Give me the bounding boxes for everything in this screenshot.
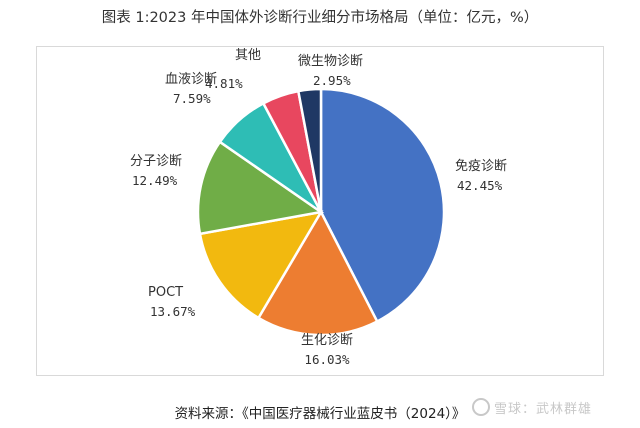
pie-slice-3 <box>196 140 325 236</box>
slice-label-name-6: 微生物诊断 <box>298 54 363 69</box>
slice-label-value-0: 42.45% <box>457 178 503 193</box>
pie-slice-1 <box>256 209 379 337</box>
pie-slice-2 <box>198 210 324 320</box>
slice-label-name-3: 分子诊断 <box>130 154 182 169</box>
slice-label-value-6: 2.95% <box>313 73 351 88</box>
chart-title: 图表 1:2023 年中国体外诊断行业细分市场格局（单位：亿元，%） <box>101 10 539 26</box>
slice-label-name-5: 其他 <box>235 48 261 63</box>
slice-label-name-0: 免疫诊断 <box>455 158 507 174</box>
watermark: 雪球：武林群雄 <box>472 398 592 417</box>
snowball-logo-icon <box>472 398 490 416</box>
slice-label-name-4: 血液诊断 <box>165 72 217 87</box>
slice-label-value-4: 7.59% <box>173 91 211 106</box>
pie-slice-0 <box>319 87 446 324</box>
slice-label-value-2: 13.67% <box>150 304 196 319</box>
slice-label-name-1: 生化诊断 <box>301 333 353 348</box>
slice-label-value-1: 16.03% <box>304 352 350 367</box>
slice-label-value-5: 4.81% <box>205 76 243 91</box>
source-note: 资料来源：《中国医疗器械行业蓝皮书（2024）》 <box>174 406 466 422</box>
pie-slice-6 <box>296 87 323 213</box>
slice-label-value-3: 12.49% <box>132 173 178 188</box>
watermark-text: 雪球：武林群雄 <box>494 402 593 417</box>
slice-label-name-2: POCT <box>148 285 183 300</box>
